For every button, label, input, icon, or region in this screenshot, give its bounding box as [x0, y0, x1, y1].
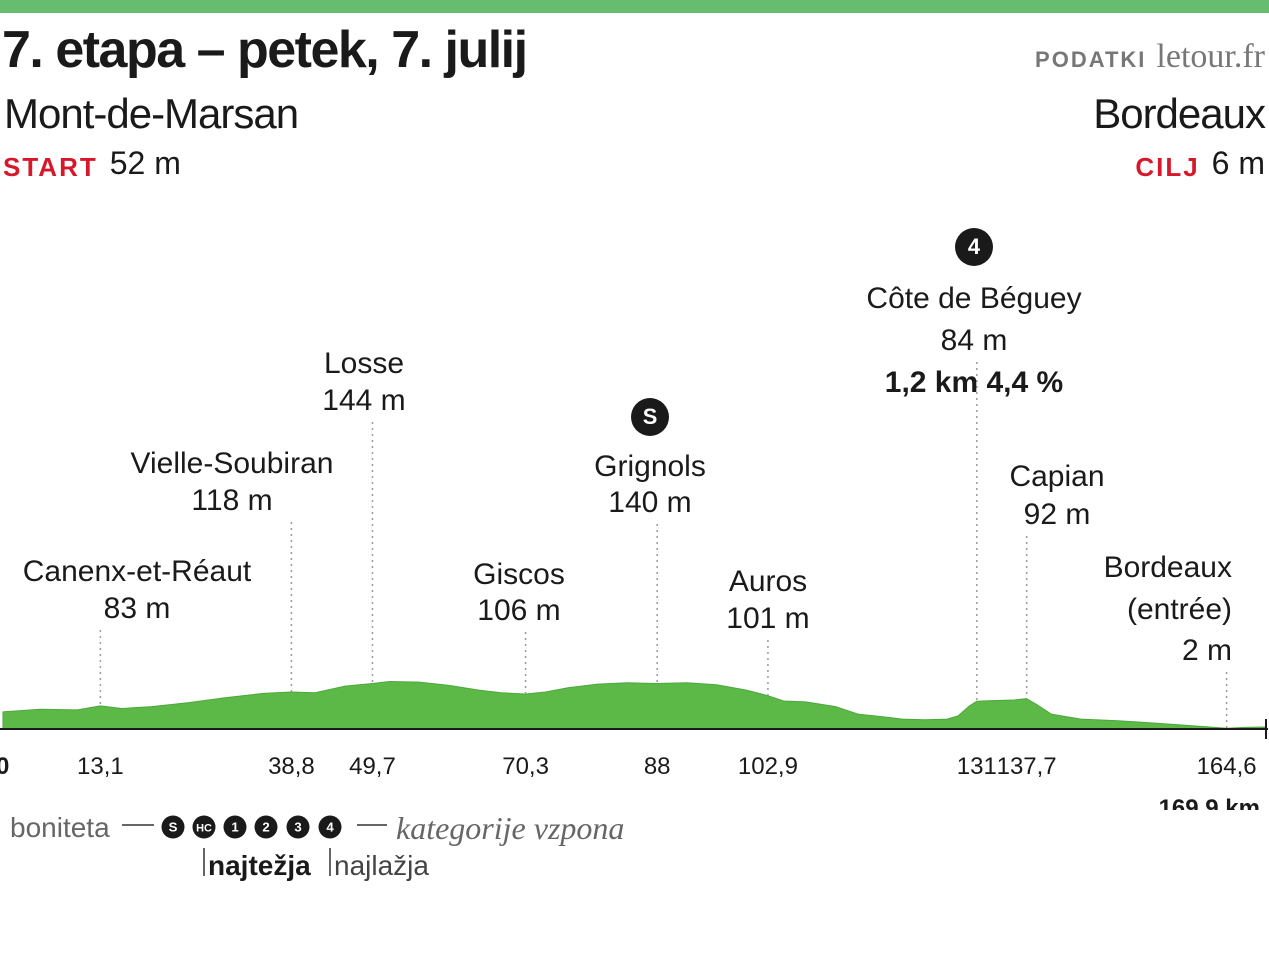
- legend-badge-circle: [223, 815, 247, 839]
- total-distance-label: 169,9 km: [1159, 795, 1260, 810]
- legend-badge-text: 1: [231, 819, 238, 834]
- legend: boniteta S HC 1 2 3 4 kategorije vzpona najte…: [0, 810, 1269, 890]
- legend-badge-circle: [318, 815, 342, 839]
- source-site: letour.fr: [1156, 38, 1265, 75]
- waypoint-name: Capian: [1009, 460, 1104, 493]
- legend-badge-circle: [254, 815, 278, 839]
- legend-easiest: najlažja: [334, 850, 429, 881]
- legend-badge-circle: [192, 815, 216, 839]
- x-tick-label: 131: [957, 753, 997, 780]
- legend-badge: 3: [286, 815, 310, 839]
- start-elevation: START 52 m: [3, 145, 181, 182]
- legend-badge: 4: [318, 815, 342, 839]
- legend-bonus-label: boniteta: [10, 812, 110, 843]
- legend-badge-text: 4: [326, 819, 334, 834]
- waypoint-name: Bordeaux: [1104, 551, 1232, 584]
- start-city: Mont-de-Marsan: [4, 90, 299, 137]
- legend-badge-text: 3: [294, 819, 301, 834]
- waypoint-name: Giscos: [473, 558, 565, 591]
- legend-hardest-arrow: [203, 848, 205, 876]
- x-tick-label: 70,3: [502, 753, 549, 780]
- waypoint-name-line2: (entrée): [1127, 593, 1232, 626]
- x-tick-label: 49,7: [349, 753, 396, 780]
- legend-left-dash: [122, 824, 154, 826]
- finish-tag: CILJ: [1135, 152, 1200, 182]
- waypoint-name: Vielle-Soubiran: [131, 447, 334, 480]
- x-tick-label: 88: [644, 753, 671, 780]
- category-badge-text: S: [643, 404, 658, 429]
- x-tick-label: 102,9: [738, 753, 798, 780]
- category-badge-text: 4: [968, 234, 981, 259]
- legend-badge: HC: [192, 815, 216, 839]
- waypoint-name: Losse: [324, 347, 404, 380]
- legend-right-dash: [357, 824, 387, 826]
- x-tick-label: 38,8: [268, 753, 315, 780]
- legend-badge-circle: [286, 815, 310, 839]
- legend-category-badges: S HC 1 2 3 4: [161, 815, 342, 839]
- legend-badge: 1: [223, 815, 247, 839]
- category-badge: S: [631, 398, 669, 436]
- waypoint-name: Auros: [729, 565, 807, 598]
- category-badge: 4: [955, 228, 993, 266]
- x-tick-label: 0: [0, 753, 9, 780]
- legend-badge-circle: [161, 815, 185, 839]
- x-tick-label: 13,1: [77, 753, 124, 780]
- waypoint-elevation: 101 m: [726, 602, 809, 635]
- waypoint-elevation: 84 m: [941, 324, 1008, 357]
- waypoint-name: Canenx-et-Réaut: [23, 555, 252, 588]
- waypoint-elevation: 106 m: [477, 594, 560, 627]
- legend-badge-text: 2: [262, 819, 269, 834]
- legend-badge: S: [161, 815, 185, 839]
- source-credit: PODATKI letour.fr: [1035, 40, 1265, 74]
- finish-elevation: CILJ 6 m: [1135, 145, 1265, 182]
- page-title: 7. etapa – petek, 7. julij: [2, 21, 528, 79]
- category-badge-circle: [631, 398, 669, 436]
- waypoint-elevation: 83 m: [104, 592, 171, 625]
- x-tick-label: 164,6: [1197, 753, 1257, 780]
- waypoint-elevation: 92 m: [1024, 498, 1091, 531]
- elevation-profile-chart: 0 13,1 38,8 49,7 70,3 88 102,9 131 137,7 164,6 169…: [0, 228, 1268, 810]
- waypoint-name: Grignols: [594, 450, 706, 483]
- legend-hardest: najtežja: [208, 850, 311, 881]
- waypoint-name: Côte de Béguey: [866, 282, 1081, 315]
- waypoint-elevation: 2 m: [1182, 634, 1232, 667]
- legend-easiest-arrow: [329, 848, 331, 876]
- finish-elev-value: 6 m: [1211, 145, 1265, 181]
- waypoint-elevation: 144 m: [322, 384, 405, 417]
- legend-badge: 2: [254, 815, 278, 839]
- start-tag: START: [3, 152, 98, 182]
- legend-badge-text: HC: [196, 822, 212, 834]
- finish-city: Bordeaux: [1093, 90, 1266, 137]
- accent-bar: [0, 0, 1269, 13]
- legend-category-label: kategorije vzpona: [396, 810, 625, 846]
- source-label: PODATKI: [1035, 47, 1147, 72]
- waypoint-elevation: 118 m: [191, 484, 272, 517]
- start-elev-value: 52 m: [109, 145, 181, 181]
- category-badge-circle: [955, 228, 993, 266]
- elevation-profile-area: [2, 680, 1267, 730]
- waypoint-elevation: 140 m: [608, 486, 691, 519]
- legend-badge-text: S: [169, 819, 178, 834]
- climb-stats: 1,2 km 4,4 %: [885, 366, 1063, 399]
- x-tick-label: 137,7: [997, 753, 1057, 780]
